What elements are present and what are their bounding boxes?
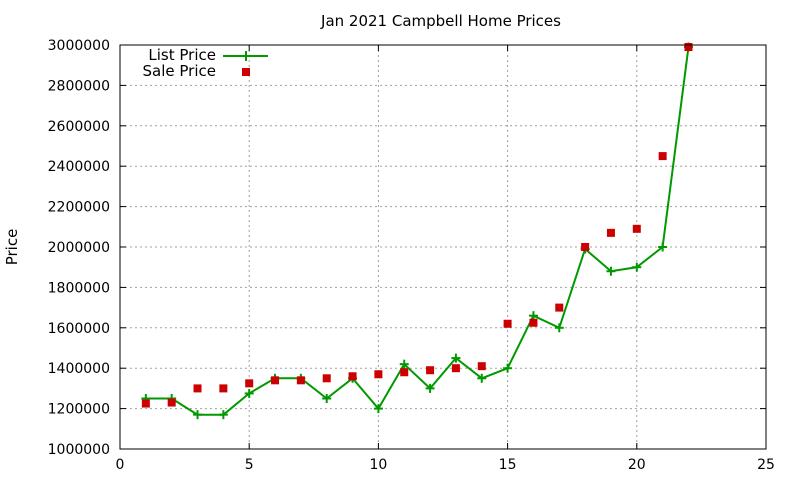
- sale-price-point: [606, 228, 615, 237]
- list-price-point: [503, 363, 513, 373]
- x-tick-label: 15: [499, 457, 517, 473]
- legend-label-list-price: List Price: [148, 46, 216, 64]
- x-tick-label: 10: [369, 457, 387, 473]
- y-tick-label: 3000000: [48, 38, 110, 54]
- list-price-line: [145, 46, 690, 416]
- list-price-point: [399, 359, 409, 369]
- sale-price-point: [141, 399, 150, 408]
- sale-price-point: [348, 372, 357, 381]
- legend-square-sale-price: [242, 68, 250, 76]
- y-tick-label: 2600000: [48, 119, 110, 135]
- sale-price-point: [555, 303, 564, 312]
- x-tick-label: 25: [757, 457, 775, 473]
- sale-price-point: [193, 384, 202, 393]
- y-tick-label: 2400000: [48, 159, 110, 175]
- sale-price-point: [167, 398, 176, 407]
- sale-price-point: [271, 376, 280, 385]
- sale-price-point: [374, 370, 383, 379]
- list-price-point: [554, 323, 564, 333]
- sale-price-point: [219, 384, 228, 393]
- series: [141, 42, 693, 420]
- y-tick-label: 1800000: [48, 280, 110, 296]
- list-price-point: [477, 373, 487, 383]
- grid: [120, 45, 766, 449]
- y-tick-label: 1000000: [48, 442, 110, 458]
- chart-title: Jan 2021 Campbell Home Prices: [320, 12, 561, 30]
- list-price-point: [193, 410, 203, 420]
- sale-price-point: [684, 43, 693, 52]
- legend: List Price Sale Price: [143, 46, 268, 80]
- y-tick-label: 2000000: [48, 240, 110, 256]
- sale-price-point: [477, 362, 486, 371]
- sale-price-point: [529, 318, 538, 327]
- sale-price-point: [426, 366, 435, 375]
- y-tick-label: 1400000: [48, 361, 110, 377]
- y-tick-label: 2800000: [48, 78, 110, 94]
- ticks: 0 5 10 15 20 25 1000000 1200000 1400000 1600000 18…: [48, 38, 775, 473]
- sale-price-point: [503, 319, 512, 328]
- sale-price-point: [451, 364, 460, 373]
- list-price-point: [632, 262, 642, 272]
- sale-price-point: [581, 243, 590, 251]
- sale-price-point: [296, 376, 305, 385]
- sale-price-point: [322, 374, 331, 383]
- plot-frame: [119, 44, 767, 450]
- legend-label-sale-price: Sale Price: [143, 62, 216, 80]
- y-axis-label: Price: [3, 229, 21, 266]
- list-price-point: [425, 383, 435, 393]
- list-price-point: [244, 388, 254, 398]
- list-price-point: [451, 353, 461, 363]
- list-price-point: [322, 394, 332, 403]
- y-tick-label: 2200000: [48, 200, 110, 216]
- list-price-point: [218, 410, 228, 420]
- sale-price-point: [658, 152, 667, 161]
- list-price-point: [606, 266, 616, 276]
- sale-price-point: [632, 224, 641, 233]
- legend-cross-list-price: [241, 51, 251, 61]
- x-tick-label: 20: [628, 457, 646, 473]
- x-tick-label: 0: [116, 457, 125, 473]
- list-price-point: [373, 404, 383, 414]
- y-tick-label: 1200000: [48, 402, 110, 418]
- x-tick-label: 5: [245, 457, 254, 473]
- list-price-point: [528, 311, 538, 321]
- sale-price-point: [245, 379, 254, 388]
- sale-price-point: [400, 368, 409, 377]
- y-tick-label: 1600000: [48, 321, 110, 337]
- list-price-point: [658, 242, 668, 252]
